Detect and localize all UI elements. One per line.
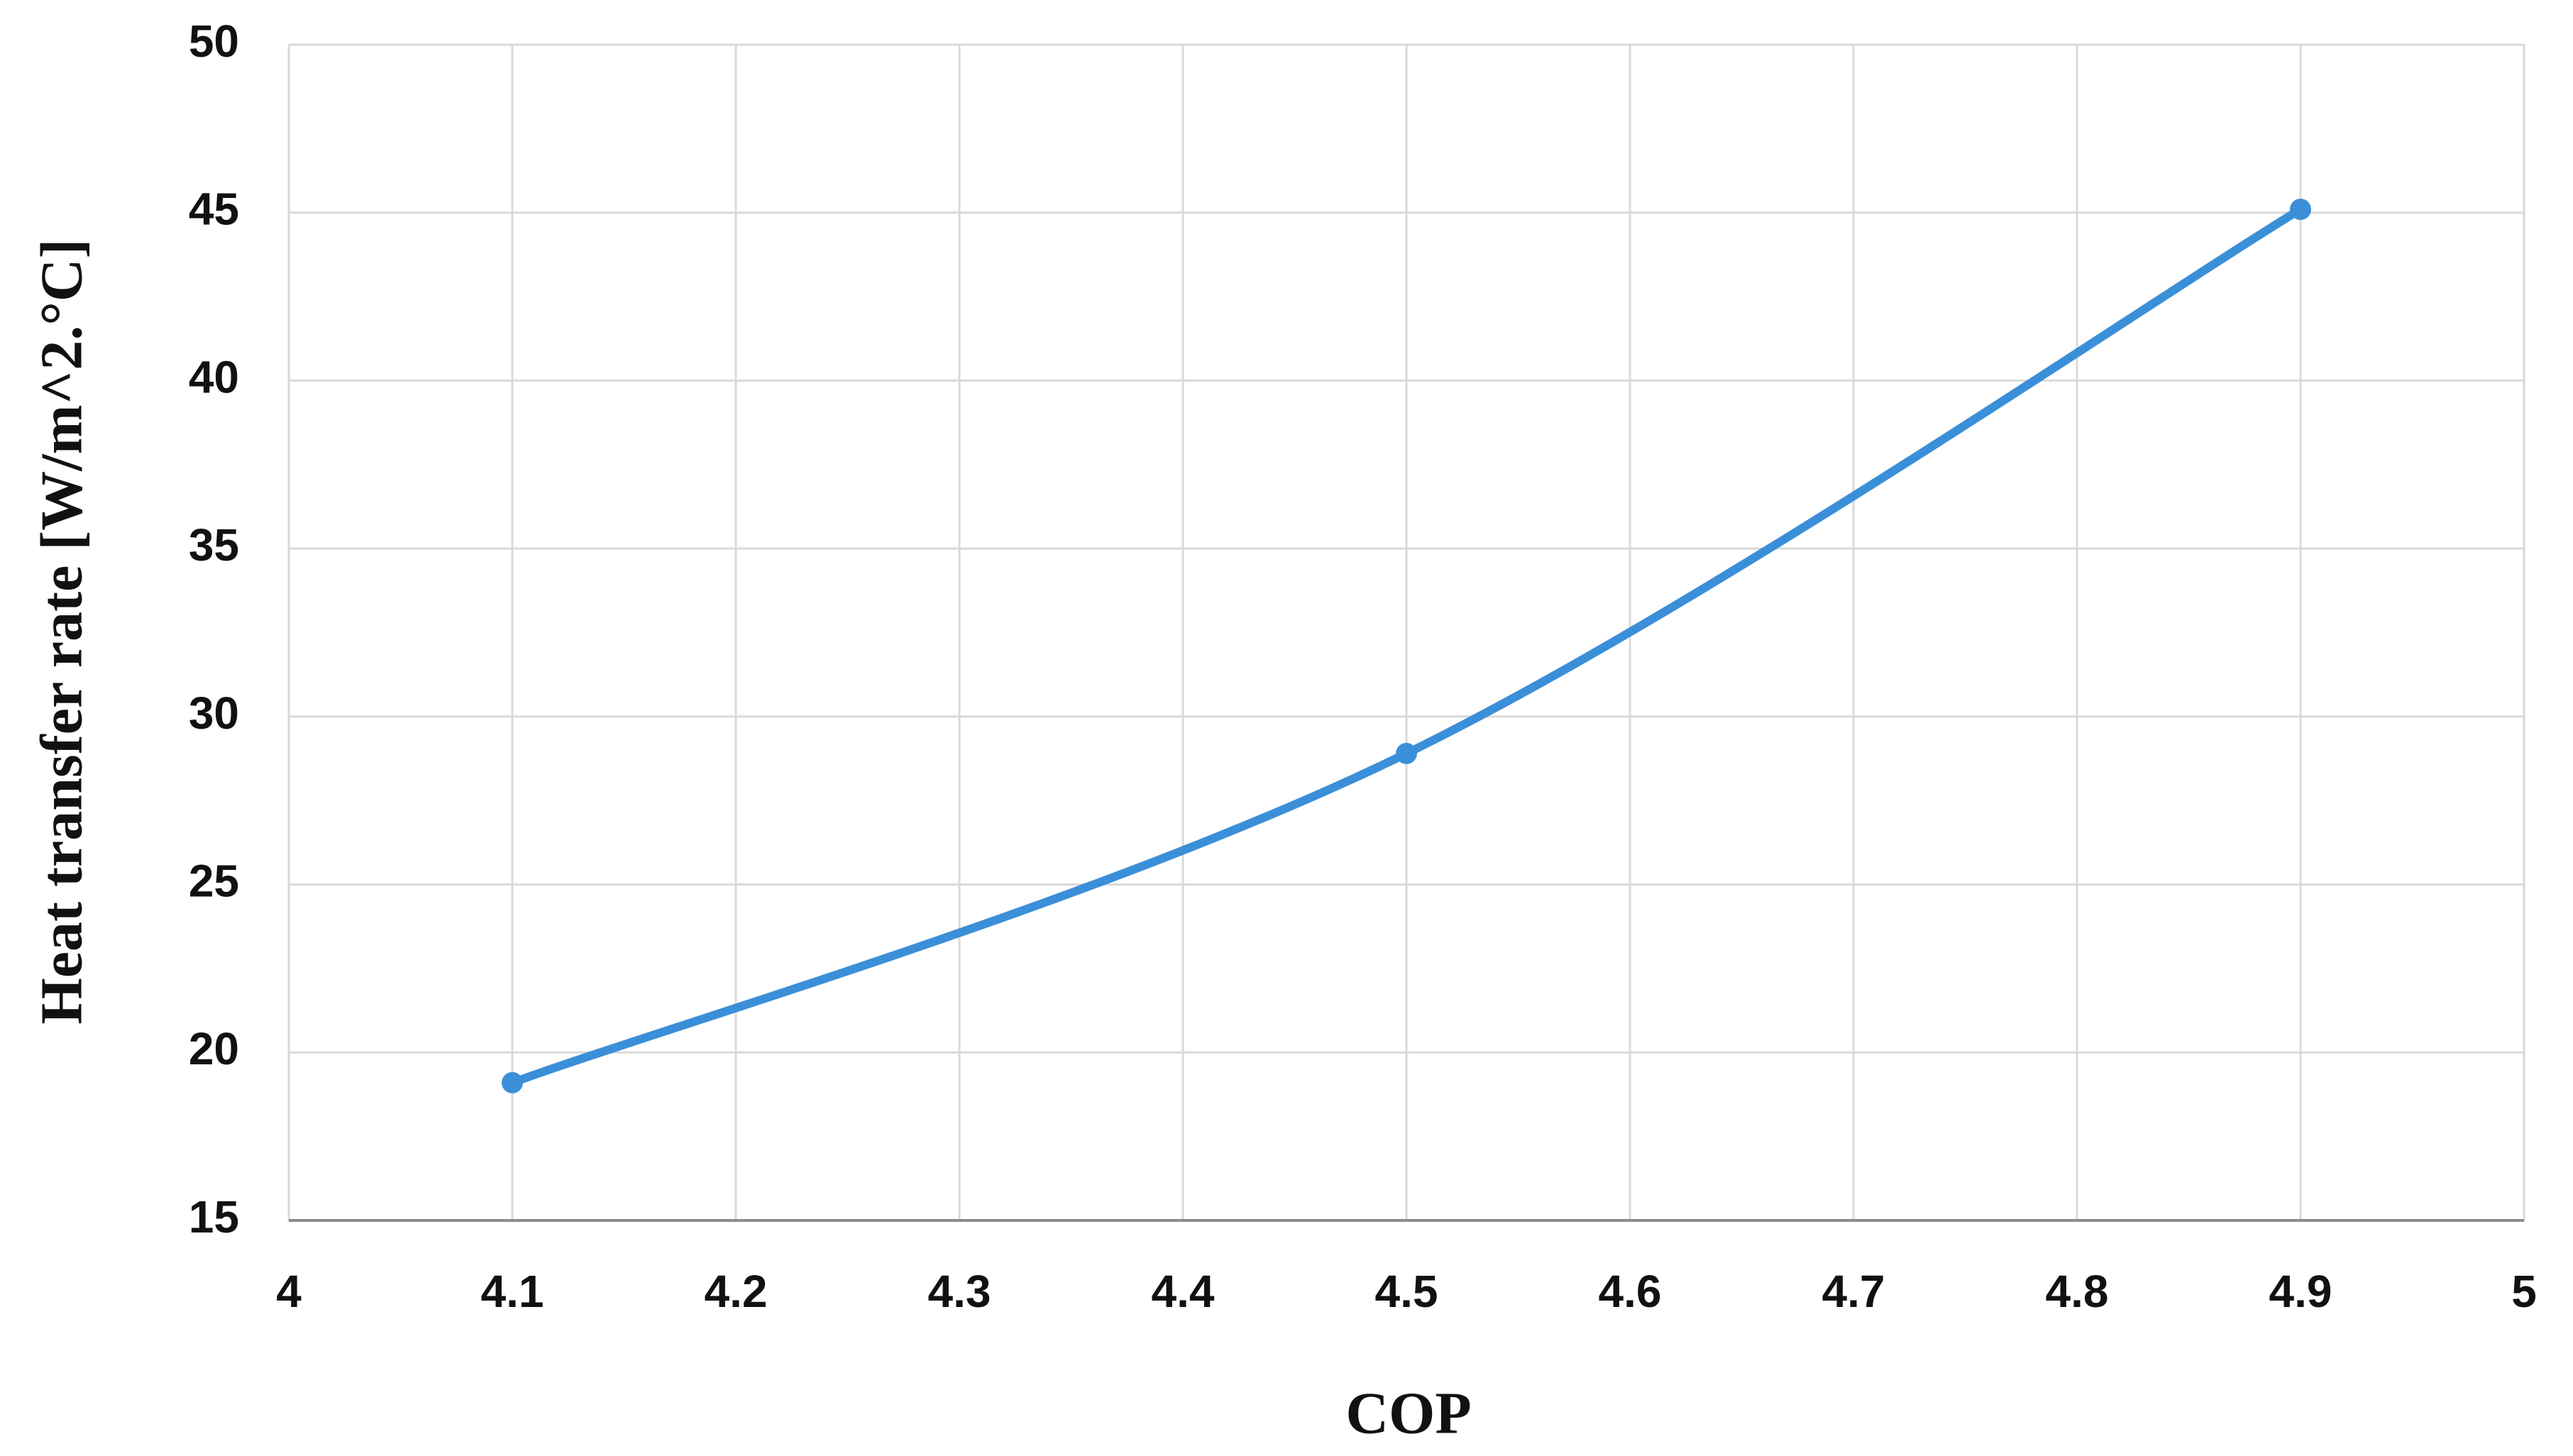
data-point: [1396, 742, 1417, 764]
x-tick-label: 4.6: [1599, 1266, 1662, 1317]
x-axis-title: COP: [1345, 1380, 1471, 1446]
y-tick-label: 40: [189, 351, 239, 402]
y-axis-title: Heat transfer rate [W/m^2.°C]: [28, 238, 94, 1024]
y-tick-label: 45: [189, 184, 239, 235]
y-tick-label: 20: [189, 1023, 239, 1074]
x-tick-label: 4.4: [1152, 1266, 1215, 1317]
x-tick-label: 4.3: [928, 1266, 991, 1317]
x-tick-label: 4: [276, 1266, 302, 1317]
x-tick-label: 4.5: [1375, 1266, 1438, 1317]
x-tick-label: 4.1: [481, 1266, 544, 1317]
x-tick-label: 4.7: [1822, 1266, 1885, 1317]
y-tick-label: 15: [189, 1191, 239, 1242]
x-tick-label: 4.2: [705, 1266, 768, 1317]
y-tick-label: 30: [189, 688, 239, 739]
y-tick-label: 25: [189, 855, 239, 906]
x-tick-label: 4.8: [2046, 1266, 2109, 1317]
data-point: [2290, 198, 2311, 220]
y-tick-label: 50: [189, 16, 239, 67]
x-tick-label: 4.9: [2269, 1266, 2332, 1317]
y-tick-label: 35: [189, 519, 239, 570]
data-point: [502, 1071, 523, 1093]
x-tick-label: 5: [2511, 1266, 2537, 1317]
